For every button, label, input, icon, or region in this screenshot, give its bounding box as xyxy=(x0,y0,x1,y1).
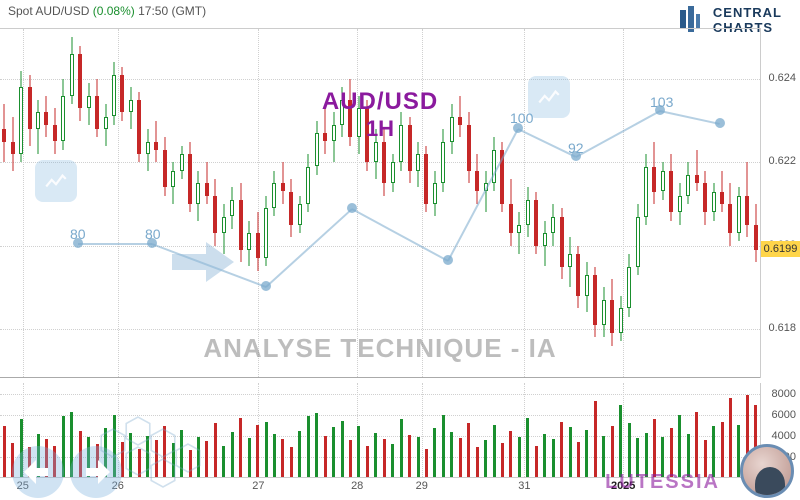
volume-bar xyxy=(265,422,268,477)
watermark-number: 80 xyxy=(145,226,161,242)
volume-bar xyxy=(205,441,208,477)
volume-bar xyxy=(526,418,529,477)
volume-bar xyxy=(704,440,707,477)
volume-bar xyxy=(678,415,681,477)
volume-bar xyxy=(442,415,445,477)
chart-line-icon xyxy=(35,160,77,202)
volume-bar xyxy=(569,427,572,477)
volume-bar xyxy=(324,436,327,477)
watermark-number: 103 xyxy=(650,94,673,110)
price-yaxis: 0.6180.6200.6220.6240.6199 xyxy=(760,28,800,378)
volume-bar xyxy=(687,434,690,477)
volume-bar xyxy=(222,446,225,477)
volume-bar xyxy=(577,442,580,477)
volume-bar xyxy=(543,434,546,477)
volume-bar xyxy=(391,444,394,477)
volume-bar xyxy=(594,401,597,477)
volume-bar xyxy=(645,433,648,477)
volume-bar xyxy=(374,433,377,477)
volume-bar xyxy=(366,446,369,477)
volume-bar xyxy=(341,421,344,477)
last-price-tag: 0.6199 xyxy=(761,241,800,257)
pct-change: (0.08%) xyxy=(93,4,135,18)
hexagon-icon xyxy=(100,428,126,458)
volume-bar xyxy=(425,449,428,478)
volume-bar xyxy=(307,416,310,477)
volume-bar xyxy=(239,418,242,477)
volume-bar xyxy=(256,425,259,477)
logo-line1: CENTRAL xyxy=(713,6,782,20)
volume-bar xyxy=(459,438,462,477)
volume-bar xyxy=(653,419,656,477)
volume-bar xyxy=(357,426,360,477)
volume-bar xyxy=(602,436,605,477)
volume-bar xyxy=(349,440,352,477)
watermark-number: 80 xyxy=(70,226,86,242)
volume-bar xyxy=(535,446,538,477)
volume-bar xyxy=(383,439,386,477)
price-chart[interactable] xyxy=(0,28,760,378)
volume-bar xyxy=(661,437,664,477)
volume-bar xyxy=(273,434,276,477)
volume-bar xyxy=(290,447,293,477)
volume-bar xyxy=(332,427,335,477)
volume-bar xyxy=(3,426,6,477)
compass-icon xyxy=(528,76,570,118)
volume-bar xyxy=(509,431,512,477)
volume-bar xyxy=(670,428,673,477)
volume-bar xyxy=(467,423,470,477)
volume-bar xyxy=(501,443,504,477)
volume-bar xyxy=(248,438,251,477)
hexagon-icon xyxy=(175,443,201,473)
volume-bar xyxy=(298,431,301,477)
volume-bar xyxy=(231,432,234,477)
volume-bar xyxy=(417,437,420,477)
volume-bar xyxy=(281,439,284,477)
nav-left-button[interactable] xyxy=(12,446,64,498)
volume-bar xyxy=(619,405,622,477)
hexagon-icon xyxy=(150,428,176,458)
volume-bar xyxy=(636,438,639,477)
volume-bar xyxy=(729,398,732,477)
volume-bar xyxy=(552,439,555,477)
volume-bar xyxy=(712,426,715,477)
watermark-number: 92 xyxy=(568,140,584,156)
volume-bar xyxy=(450,432,453,477)
volume-bar xyxy=(484,440,487,477)
hexagon-icon xyxy=(150,458,176,488)
volume-bar xyxy=(585,430,588,478)
chart-header: Spot AUD/USD (0.08%) 17:50 (GMT) xyxy=(8,4,206,18)
volume-bar xyxy=(315,413,318,477)
volume-bar xyxy=(493,425,496,477)
volume-bar xyxy=(400,419,403,477)
symbol-label: Spot AUD/USD xyxy=(8,4,89,18)
volume-bar xyxy=(721,422,724,477)
volume-bar xyxy=(214,423,217,477)
volume-bar xyxy=(433,428,436,477)
volume-bar xyxy=(628,423,631,477)
time-label: 17:50 (GMT) xyxy=(138,4,206,18)
volume-bar xyxy=(518,437,521,477)
hexagon-icon xyxy=(125,446,151,476)
volume-bar xyxy=(476,447,479,477)
hexagon-icon xyxy=(125,416,151,446)
avatar-icon[interactable] xyxy=(740,444,794,498)
volume-bar xyxy=(611,426,614,477)
volume-bar xyxy=(695,412,698,477)
arrow-right-icon xyxy=(168,238,238,291)
volume-bar xyxy=(560,422,563,477)
volume-bar xyxy=(408,435,411,477)
